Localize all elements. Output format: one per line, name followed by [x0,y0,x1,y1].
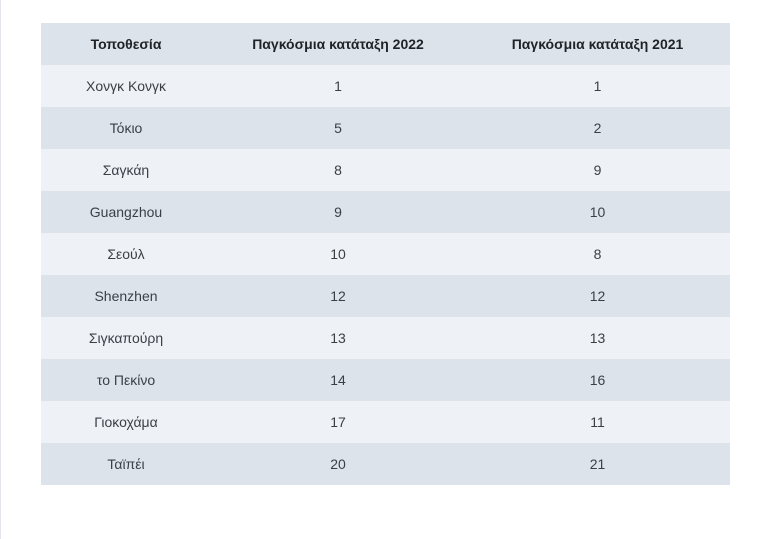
cell-rank-2021: 11 [590,414,605,430]
table-row: Guangzhou 9 10 [41,191,730,233]
cell-rank-2022: 10 [330,246,346,262]
table-row: Χονγκ Κονγκ 1 1 [41,65,730,107]
cell-rank-2022: 1 [334,78,342,94]
table-row: το Πεκίνο 14 16 [41,359,730,401]
cell-location: Χονγκ Κονγκ [86,78,166,94]
cell-rank-2022: 5 [334,120,342,136]
cell-location: Ταϊπέι [107,456,145,472]
cell-rank-2022: 14 [330,372,346,388]
cell-rank-2021: 2 [593,120,602,136]
cell-rank-2022: 17 [330,414,346,430]
table-row: Σεούλ 10 8 [41,233,730,275]
header-rank-2021: Παγκόσμια κατάταξη 2021 [511,36,684,52]
cell-rank-2022: 13 [330,330,346,346]
cell-rank-2021: 8 [593,246,602,262]
cell-rank-2022: 12 [330,288,346,304]
cell-location: το Πεκίνο [96,372,156,388]
cell-rank-2022: 9 [334,204,342,220]
cell-location: Γιοκοχάμα [94,414,158,430]
cell-location: Σεούλ [107,246,145,262]
cell-location: Guangzhou [89,204,163,220]
rankings-table: Τοποθεσία Παγκόσμια κατάταξη 2022 Παγκόσ… [41,23,730,485]
table-row: Σιγκαπούρη 13 13 [41,317,730,359]
cell-rank-2021: 1 [593,78,602,94]
cell-rank-2021: 12 [589,288,606,304]
cell-rank-2021: 9 [593,162,602,178]
table-row: Γιοκοχάμα 17 11 [41,401,730,443]
cell-rank-2021: 21 [589,456,606,472]
header-rank-2022: Παγκόσμια κατάταξη 2022 [252,36,424,52]
cell-rank-2021: 13 [589,330,606,346]
cell-rank-2021: 10 [589,204,606,220]
cell-rank-2022: 8 [334,162,342,178]
cell-rank-2022: 20 [330,456,346,472]
table-row: Ταϊπέι 20 21 [41,443,730,485]
cell-location: Τόκιο [109,120,143,136]
cell-rank-2021: 16 [589,372,606,388]
cell-location: Σιγκαπούρη [88,330,164,346]
cell-location: Σαγκάη [102,162,150,178]
page-left-border [0,0,1,539]
table-row: Shenzhen 12 12 [41,275,730,317]
table-row: Σαγκάη 8 9 [41,149,730,191]
header-location: Τοποθεσία [90,36,162,52]
cell-location: Shenzhen [94,288,158,304]
table-header-row: Τοποθεσία Παγκόσμια κατάταξη 2022 Παγκόσ… [41,23,730,65]
table-row: Τόκιο 5 2 [41,107,730,149]
